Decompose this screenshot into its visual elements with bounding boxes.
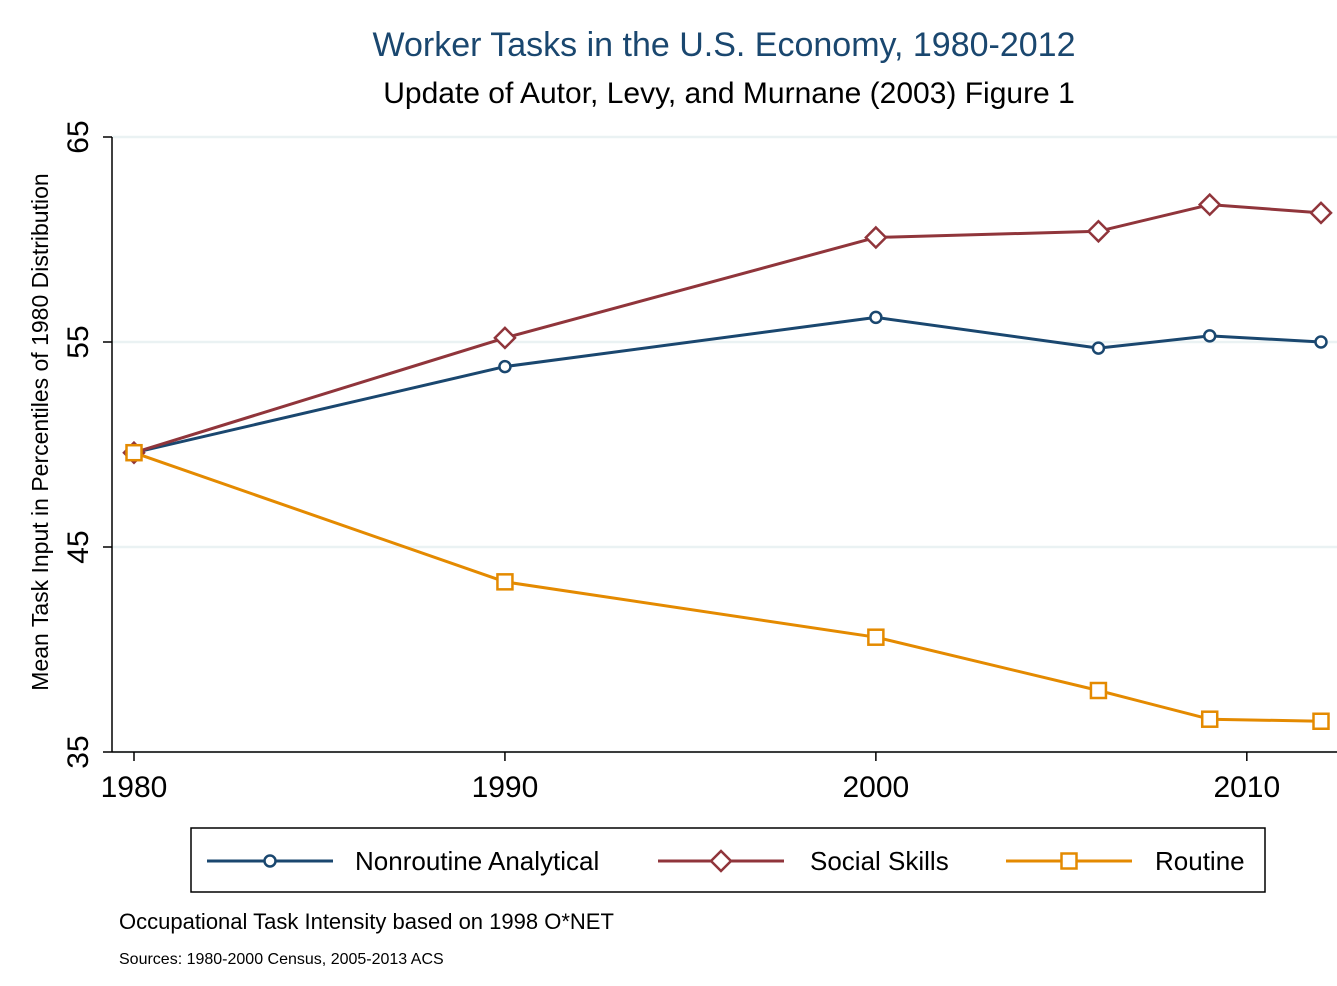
legend-marker-2 [1060, 852, 1078, 870]
legend-label-2: Routine [1155, 846, 1245, 876]
data-point-2-4 [1200, 710, 1219, 728]
data-point-2-0 [125, 443, 143, 462]
y-tick-label-35: 35 [62, 735, 95, 768]
data-point-0-5 [1314, 335, 1328, 349]
series-line-1 [133, 203, 1322, 455]
axes [103, 136, 1337, 761]
grid-lines [112, 135, 1337, 754]
data-point-1-3 [1086, 219, 1111, 244]
data-point-0-2 [869, 310, 883, 325]
x-tick-label-2010: 2010 [1213, 771, 1280, 804]
tick-labels: 35 45 55 65 1980 1990 2000 2010 [62, 120, 1280, 804]
data-point-1-2 [864, 225, 888, 250]
x-tick-label-1980: 1980 [101, 771, 168, 804]
series-line-0 [133, 315, 1322, 455]
legend-label-0: Nonroutine Analytical [355, 846, 599, 876]
series-line-2 [133, 451, 1322, 723]
legend-item-1: Social Skills [658, 846, 949, 876]
legend-item-0: Nonroutine Analytical [207, 846, 599, 876]
legend-marker-0 [263, 854, 277, 868]
data-point-0-3 [1091, 341, 1106, 355]
x-tick-label-1990: 1990 [472, 771, 539, 804]
y-tick-label-55: 55 [62, 325, 95, 358]
y-tick-label-65: 65 [62, 120, 95, 153]
legend-marker-1 [709, 849, 733, 873]
chart-subtitle: Update of Autor, Levy, and Murnane (2003… [383, 77, 1075, 110]
series-lines [122, 192, 1333, 730]
series-routine [125, 443, 1330, 730]
x-tick-label-2000: 2000 [843, 771, 910, 804]
data-point-2-3 [1089, 681, 1108, 700]
legend-label-1: Social Skills [810, 846, 949, 876]
legend-item-2: Routine [1006, 846, 1245, 876]
data-point-2-5 [1312, 712, 1330, 730]
data-point-1-1 [493, 326, 517, 350]
data-point-1-4 [1197, 192, 1222, 217]
legend: Nonroutine Analytical Social Skills Routin… [190, 827, 1266, 893]
series-social-skills [122, 192, 1333, 465]
y-tick-label-45: 45 [62, 530, 95, 563]
y-axis-label: Mean Task Input in Percentiles of 1980 D… [27, 173, 53, 690]
data-point-0-1 [498, 359, 512, 374]
data-point-0-4 [1202, 329, 1217, 343]
note-task-intensity: Occupational Task Intensity based on 199… [119, 909, 614, 934]
data-point-1-5 [1309, 201, 1333, 225]
series-nonroutine-analytical [127, 310, 1328, 460]
data-point-2-1 [496, 573, 514, 591]
legend-items: Nonroutine Analytical Social Skills Routin… [207, 846, 1245, 876]
note-sources: Sources: 1980-2000 Census, 2005-2013 ACS [119, 951, 444, 968]
data-point-2-2 [867, 628, 885, 646]
chart-title: Worker Tasks in the U.S. Economy, 1980-2… [372, 26, 1075, 64]
